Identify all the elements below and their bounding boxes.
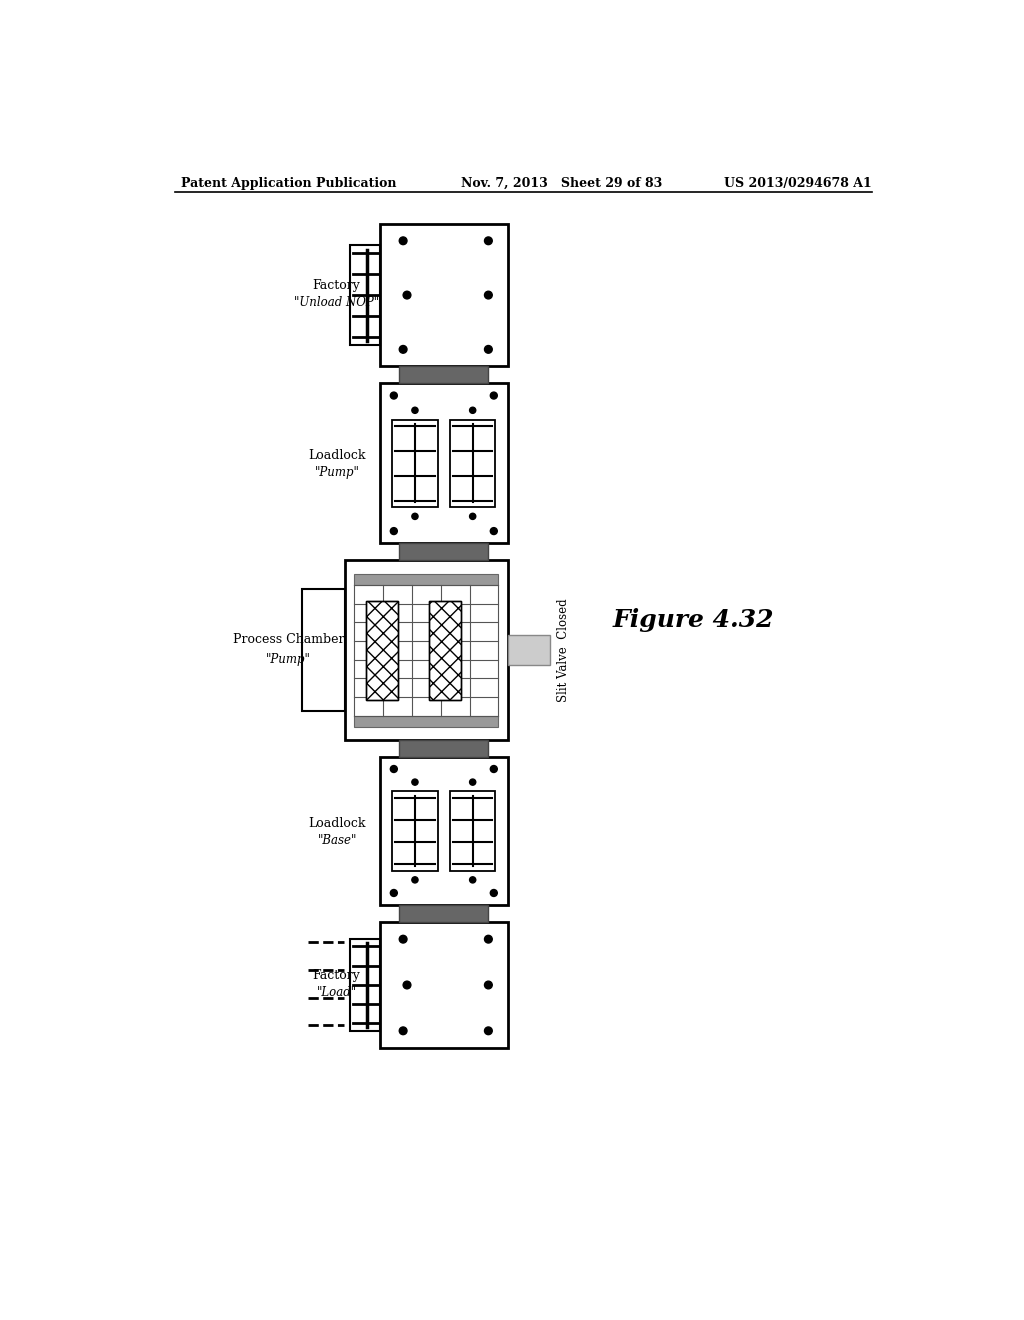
Text: Slit Valve  Closed: Slit Valve Closed <box>557 598 569 702</box>
Bar <box>380 224 508 367</box>
Circle shape <box>484 346 493 354</box>
Bar <box>354 574 499 585</box>
Circle shape <box>412 779 418 785</box>
Bar <box>429 602 461 700</box>
Text: "Load": "Load" <box>316 986 356 999</box>
Circle shape <box>412 876 418 883</box>
Text: "Unload NOP": "Unload NOP" <box>294 296 379 309</box>
Circle shape <box>403 292 411 298</box>
Text: Factory: Factory <box>312 280 360 292</box>
Circle shape <box>390 528 397 535</box>
Bar <box>354 715 499 726</box>
Text: Patent Application Publication: Patent Application Publication <box>180 177 396 190</box>
Text: "Base": "Base" <box>317 834 357 846</box>
Circle shape <box>412 407 418 413</box>
Circle shape <box>484 936 493 942</box>
Circle shape <box>390 392 397 399</box>
Bar <box>508 635 550 665</box>
Circle shape <box>470 407 476 413</box>
Bar <box>302 589 345 711</box>
Bar <box>366 602 397 700</box>
Circle shape <box>484 238 493 244</box>
Bar <box>450 792 496 871</box>
Bar <box>450 420 496 507</box>
Text: Figure 4.32: Figure 4.32 <box>613 609 774 632</box>
Circle shape <box>470 876 476 883</box>
Bar <box>399 739 488 756</box>
Circle shape <box>470 513 476 520</box>
Text: Factory: Factory <box>312 969 360 982</box>
Bar <box>380 756 508 906</box>
Circle shape <box>470 779 476 785</box>
Bar <box>350 246 380 345</box>
Circle shape <box>399 346 407 354</box>
Circle shape <box>490 890 498 896</box>
Bar <box>380 383 508 544</box>
Circle shape <box>490 528 498 535</box>
Circle shape <box>484 1027 493 1035</box>
Circle shape <box>490 392 498 399</box>
Bar <box>392 792 437 871</box>
Circle shape <box>412 513 418 520</box>
Circle shape <box>403 981 411 989</box>
Text: "Pump": "Pump" <box>314 466 359 479</box>
Circle shape <box>390 890 397 896</box>
Bar <box>345 560 508 739</box>
Text: Nov. 7, 2013   Sheet 29 of 83: Nov. 7, 2013 Sheet 29 of 83 <box>461 177 663 190</box>
Text: Loadlock: Loadlock <box>308 449 366 462</box>
Bar <box>366 602 397 700</box>
Circle shape <box>399 936 407 942</box>
Circle shape <box>484 981 493 989</box>
Bar <box>399 906 488 923</box>
Text: Loadlock: Loadlock <box>308 817 366 830</box>
Bar <box>399 544 488 561</box>
Text: Process Chamber: Process Chamber <box>232 632 344 645</box>
Bar <box>380 923 508 1048</box>
Circle shape <box>399 1027 407 1035</box>
Bar <box>392 420 437 507</box>
Bar <box>429 602 461 700</box>
Circle shape <box>399 238 407 244</box>
Bar <box>399 366 488 383</box>
Circle shape <box>484 292 493 298</box>
Circle shape <box>490 766 498 772</box>
Text: US 2013/0294678 A1: US 2013/0294678 A1 <box>724 177 872 190</box>
Bar <box>350 939 380 1031</box>
Text: "Pump": "Pump" <box>266 653 311 665</box>
Circle shape <box>390 766 397 772</box>
